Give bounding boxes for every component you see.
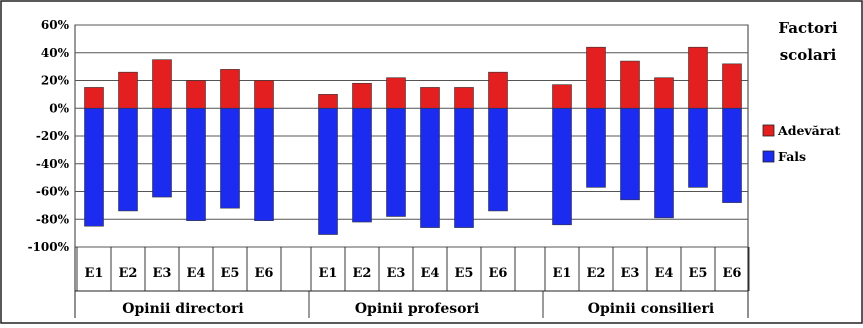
- x-tick-label: E4: [655, 266, 674, 281]
- y-tick-label: -40%: [36, 157, 70, 171]
- bar-fals-2-e4: [420, 107, 440, 228]
- bar-fals-3-e4: [654, 107, 674, 219]
- bar-fals-3-e6: [722, 107, 742, 203]
- bar-adevarat-3-e2: [586, 46, 606, 109]
- legend-title-line-2: scolari: [780, 46, 837, 64]
- x-tick-label: E4: [421, 266, 440, 281]
- x-tick-label: E2: [119, 266, 138, 281]
- bar-adevarat-3-e6: [722, 63, 742, 109]
- x-tick-label: E1: [553, 266, 572, 281]
- group-label: Opinii consilieri: [588, 301, 714, 317]
- bar-fals-2-e2: [352, 107, 372, 223]
- y-tick-label: -60%: [36, 185, 70, 199]
- legend-label-fals: Fals: [778, 149, 806, 164]
- bar-adevarat-3-e4: [654, 77, 674, 109]
- bar-fals-1-e6: [254, 107, 274, 221]
- y-tick-label: 60%: [41, 18, 70, 32]
- bar-fals-1-e3: [152, 107, 172, 198]
- bar-adevarat-3-e1: [552, 84, 572, 109]
- legend-swatch-adevarat: [762, 124, 775, 137]
- bar-adevarat-1-e3: [152, 59, 172, 109]
- x-tick-label: E5: [455, 266, 474, 281]
- bar-adevarat-2-e1: [318, 94, 338, 109]
- x-tick-label: E3: [621, 266, 640, 281]
- y-tick-label: 20%: [41, 74, 70, 88]
- group-label: Opinii profesori: [355, 301, 479, 317]
- x-tick-label: E2: [587, 266, 606, 281]
- group-label: Opinii directori: [122, 301, 243, 317]
- x-tick-label: E3: [153, 266, 172, 281]
- bar-adevarat-1-e2: [118, 71, 138, 109]
- y-tick-label: -80%: [36, 212, 70, 226]
- y-tick-label: 40%: [41, 46, 70, 60]
- bars: [84, 46, 742, 235]
- bar-fals-1-e1: [84, 107, 104, 227]
- bar-fals-3-e5: [688, 107, 708, 188]
- y-axis-tick-labels: 60% 40% 20% 0% -20% -40% -60% -80% -100%: [28, 18, 70, 254]
- legend-swatch-fals: [762, 150, 775, 163]
- bar-adevarat-2-e2: [352, 82, 372, 109]
- x-tick-label: E1: [85, 266, 104, 281]
- bar-fals-3-e1: [552, 107, 572, 226]
- bar-fals-3-e2: [586, 107, 606, 188]
- legend: Factori scolari Adevărat Fals: [762, 19, 840, 164]
- bar-fals-2-e5: [454, 107, 474, 228]
- x-tick-label: E6: [489, 266, 508, 281]
- legend-title-line-1: Factori: [778, 19, 838, 37]
- bar-fals-1-e2: [118, 107, 138, 212]
- bar-adevarat-2-e5: [454, 87, 474, 109]
- x-tick-label: E5: [221, 266, 240, 281]
- bar-fals-2-e1: [318, 107, 338, 235]
- bar-adevarat-1-e4: [186, 80, 206, 109]
- bar-fals-3-e3: [620, 107, 640, 201]
- x-tick-label: E3: [387, 266, 406, 281]
- y-tick-label: -100%: [28, 240, 70, 254]
- x-tick-label: E6: [723, 266, 742, 281]
- x-tick-label: E6: [255, 266, 274, 281]
- x-tick-label: E5: [689, 266, 708, 281]
- bar-adevarat-1-e6: [254, 80, 274, 109]
- x-tick-label: E2: [353, 266, 372, 281]
- bar-adevarat-2-e6: [488, 71, 508, 109]
- bar-fals-1-e5: [220, 107, 240, 209]
- bar-adevarat-2-e4: [420, 87, 440, 109]
- legend-label-adevarat: Adevărat: [777, 123, 840, 138]
- bar-adevarat-3-e3: [620, 60, 640, 109]
- bar-adevarat-3-e5: [688, 46, 708, 109]
- x-tick-label: E1: [319, 266, 338, 281]
- bar-fals-1-e4: [186, 107, 206, 221]
- x-tick-label: E4: [187, 266, 206, 281]
- bar-adevarat-2-e3: [386, 77, 406, 109]
- bar-fals-2-e6: [488, 107, 508, 212]
- y-tick-label: -20%: [36, 129, 70, 143]
- y-tick-label: 0%: [49, 101, 69, 115]
- bar-adevarat-1-e5: [220, 69, 240, 109]
- category-table: E1 E2 E3 E4 E5 E6 Opinii directori E1 E2 E3 E4 E5 E6…: [74, 247, 750, 318]
- bar-fals-2-e3: [386, 107, 406, 217]
- bar-adevarat-1-e1: [84, 87, 104, 109]
